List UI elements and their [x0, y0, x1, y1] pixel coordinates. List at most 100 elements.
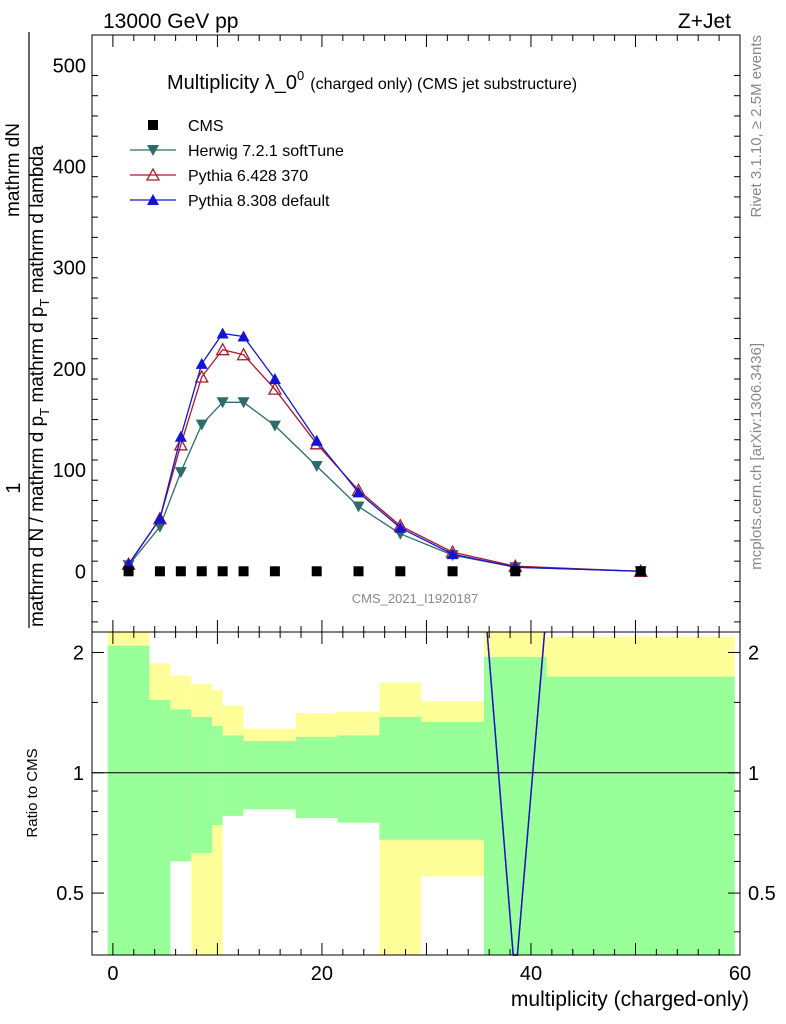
- band-green: [107, 645, 150, 955]
- series-point-3: [446, 548, 459, 560]
- band-green: [212, 725, 223, 826]
- series-point-0: [238, 566, 249, 577]
- y-tick-label: 400: [53, 157, 86, 179]
- y-tick-label: 0: [75, 561, 86, 583]
- ratio-y-tick-label-right: 2: [748, 642, 759, 664]
- series-point-0: [395, 566, 406, 577]
- legend-marker: [148, 120, 158, 130]
- series-point-0: [635, 566, 646, 577]
- series-point-3: [195, 357, 208, 369]
- series-point-2: [173, 437, 188, 451]
- series-point-0: [154, 566, 165, 577]
- ratio-ticks: 0.5 0.51 12 20 20 40 60: [56, 632, 776, 985]
- series-point-1: [216, 397, 229, 409]
- series-point-0: [353, 566, 364, 577]
- series-point-1: [352, 501, 365, 513]
- legend-marker: [147, 145, 159, 156]
- series-point-3: [394, 521, 407, 533]
- series-point-1: [153, 521, 166, 533]
- main-title: Multiplicity λ_00 (charged only) (CMS jet…: [167, 68, 577, 94]
- series-point-1: [195, 419, 208, 431]
- series-point-0: [269, 566, 280, 577]
- header-left: 13000 GeV pp: [103, 10, 238, 33]
- ratio-y-tick-label-left: 2: [73, 642, 84, 664]
- series-point-0: [196, 566, 207, 577]
- main-marks: [121, 327, 648, 578]
- series-point-1: [310, 461, 323, 473]
- ratio-xlabel: multiplicity (charged-only): [511, 988, 749, 1011]
- series-point-0: [217, 566, 228, 577]
- ratio-x-tick-label: 0: [107, 963, 118, 985]
- title-sup: 0: [297, 68, 304, 83]
- main-ticks: 0 100 200 300 400 500: [53, 35, 741, 632]
- series-point-2: [236, 347, 251, 361]
- band-green: [243, 741, 296, 810]
- ylabel-den: mathrm d N / mathrm d pT mathrm d pT mat…: [27, 145, 52, 627]
- series-point-0: [123, 566, 134, 577]
- series-point-1: [237, 397, 250, 409]
- y-tick-label: 300: [53, 258, 86, 280]
- mcplots-label: mcplots.cern.ch [arXiv:1306.3436]: [748, 343, 765, 570]
- analysis-watermark: CMS_2021_I1920187: [352, 591, 479, 606]
- series-point-1: [174, 467, 187, 479]
- ratio-plot: 0.5 0.51 12 20 20 40 60 Ratio to CMS multiplic…: [24, 631, 776, 1011]
- legend: CMS Herwig 7.2.1 softTune Pythia 6.428 370…: [130, 118, 344, 210]
- series-line-1: [128, 401, 641, 572]
- ratio-x-tick-label: 20: [311, 963, 333, 985]
- series-point-3: [352, 486, 365, 498]
- band-green: [295, 736, 338, 819]
- rivet-label: Rivet 3.1.10, ≥ 2.5M events: [748, 35, 765, 218]
- legend-label: Pythia 6.428 370: [188, 168, 308, 185]
- band-green: [191, 716, 213, 853]
- series-point-3: [174, 430, 187, 442]
- ratio-x-tick-label: 60: [729, 963, 751, 985]
- ratio-y-tick-label-left: 1: [73, 763, 84, 785]
- band-green: [170, 709, 192, 862]
- ylabel-den-3: mathrm d lambda: [27, 145, 48, 299]
- ylabel-top: 1: [3, 482, 25, 493]
- y-tick-label: 200: [53, 359, 86, 381]
- ratio-frame: [91, 631, 741, 956]
- legend-label: CMS: [188, 118, 224, 135]
- y-axis-label: 1 mathrm dN mathrm d N / mathrm d pT mat…: [3, 32, 52, 628]
- ratio-x-tick-label: 40: [520, 963, 542, 985]
- band-green: [222, 735, 244, 816]
- ylabel-num: mathrm dN: [3, 123, 24, 217]
- series-point-2: [267, 381, 282, 395]
- series-point-0: [175, 566, 186, 577]
- y-tick-label: 500: [53, 55, 86, 77]
- header-right: Z+Jet: [678, 10, 731, 33]
- band-green: [149, 700, 171, 955]
- band-green: [337, 735, 380, 823]
- ylabel-den-1-sub: T: [37, 408, 52, 416]
- title-main: Multiplicity λ_0: [167, 72, 297, 94]
- series-point-2: [215, 342, 230, 356]
- series-point-0: [311, 566, 322, 577]
- band-green: [379, 716, 422, 840]
- ylabel-den-2-sub: T: [37, 299, 52, 307]
- band-green: [421, 721, 484, 840]
- ratio-y-tick-label-left: 0.5: [56, 883, 84, 905]
- legend-marker: [147, 194, 159, 205]
- legend-label: Herwig 7.2.1 softTune: [188, 143, 344, 160]
- title-small: (charged only) (CMS jet substructure): [310, 76, 577, 93]
- band-green: [546, 676, 735, 955]
- series-point-3: [153, 512, 166, 524]
- series-point-0: [447, 566, 458, 577]
- series-line-3: [128, 332, 641, 572]
- series-line-2: [128, 348, 641, 572]
- ylabel-den-2: mathrm d p: [27, 307, 48, 408]
- series-point-0: [510, 566, 521, 577]
- legend-label: Pythia 8.308 default: [188, 193, 330, 210]
- ratio-ylabel: Ratio to CMS: [24, 748, 41, 837]
- legend-marker: [145, 167, 161, 181]
- series-point-3: [237, 330, 250, 342]
- ratio-y-tick-label-right: 1: [748, 763, 759, 785]
- band-green: [483, 656, 547, 955]
- series-point-3: [310, 434, 323, 446]
- y-tick-label: 100: [53, 460, 86, 482]
- ratio-y-tick-label-right: 0.5: [748, 883, 776, 905]
- series-point-3: [216, 327, 229, 339]
